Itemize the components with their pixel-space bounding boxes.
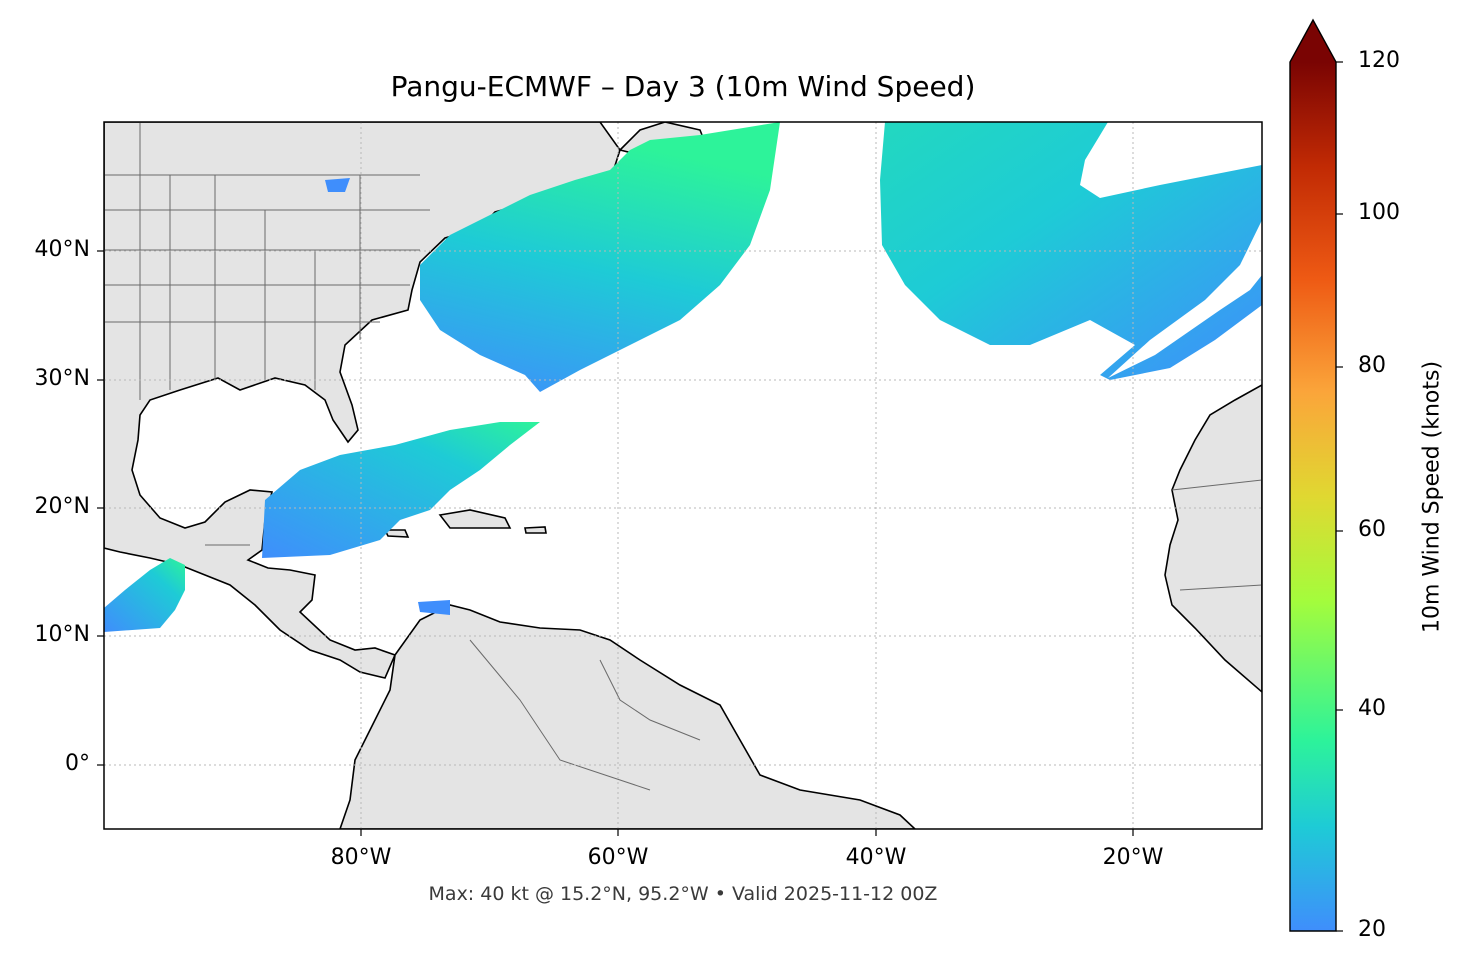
colorbar-label: 10m Wind Speed (knots) xyxy=(1419,360,1445,634)
map-area xyxy=(104,122,1262,829)
north-america-land xyxy=(104,122,621,679)
jamaica-land xyxy=(383,529,410,538)
colorbar-gradient xyxy=(1290,62,1336,931)
wind-region-small xyxy=(325,178,350,192)
lon-tick-label: 40°W xyxy=(845,845,907,870)
lat-tick-label: 20°N xyxy=(34,494,90,519)
lat-tick-label: 0° xyxy=(65,751,90,776)
colorbar xyxy=(1289,18,1343,932)
lon-tick-label: 60°W xyxy=(587,845,649,870)
africa-land xyxy=(1164,384,1262,694)
colorbar-tick-label: 20 xyxy=(1358,917,1386,942)
colorbar-tick-label: 120 xyxy=(1358,48,1400,73)
state-borders xyxy=(104,122,1262,791)
tick-marks xyxy=(97,250,1134,836)
lon-tick-label: 20°W xyxy=(1102,845,1164,870)
wind-region-caribbean xyxy=(262,422,540,558)
colorbar-extend-arrow xyxy=(1290,20,1336,62)
wind-region-small xyxy=(418,600,450,615)
colorbar-tick-label: 60 xyxy=(1358,517,1386,542)
colorbar-tick-label: 80 xyxy=(1358,353,1386,378)
gridlines xyxy=(104,122,1262,829)
south-america-land xyxy=(339,604,917,829)
wind-region-tehuantepec xyxy=(104,558,185,632)
map-title: Pangu-ECMWF – Day 3 (10m Wind Speed) xyxy=(390,70,976,103)
map-frame xyxy=(103,121,1263,830)
lat-tick-label: 40°N xyxy=(34,237,90,262)
colorbar-tick-label: 100 xyxy=(1358,200,1400,225)
colorbar-tick-label: 40 xyxy=(1358,696,1386,721)
lat-tick-label: 30°N xyxy=(34,366,90,391)
wind-region-nw-atlantic xyxy=(420,122,780,392)
lat-tick-label: 10°N xyxy=(34,622,90,647)
lon-tick-label: 80°W xyxy=(330,845,392,870)
hispaniola-land xyxy=(438,509,512,529)
puerto-rico-land xyxy=(524,526,547,534)
max-info-footer: Max: 40 kt @ 15.2°N, 95.2°W • Valid 2025… xyxy=(428,883,938,905)
